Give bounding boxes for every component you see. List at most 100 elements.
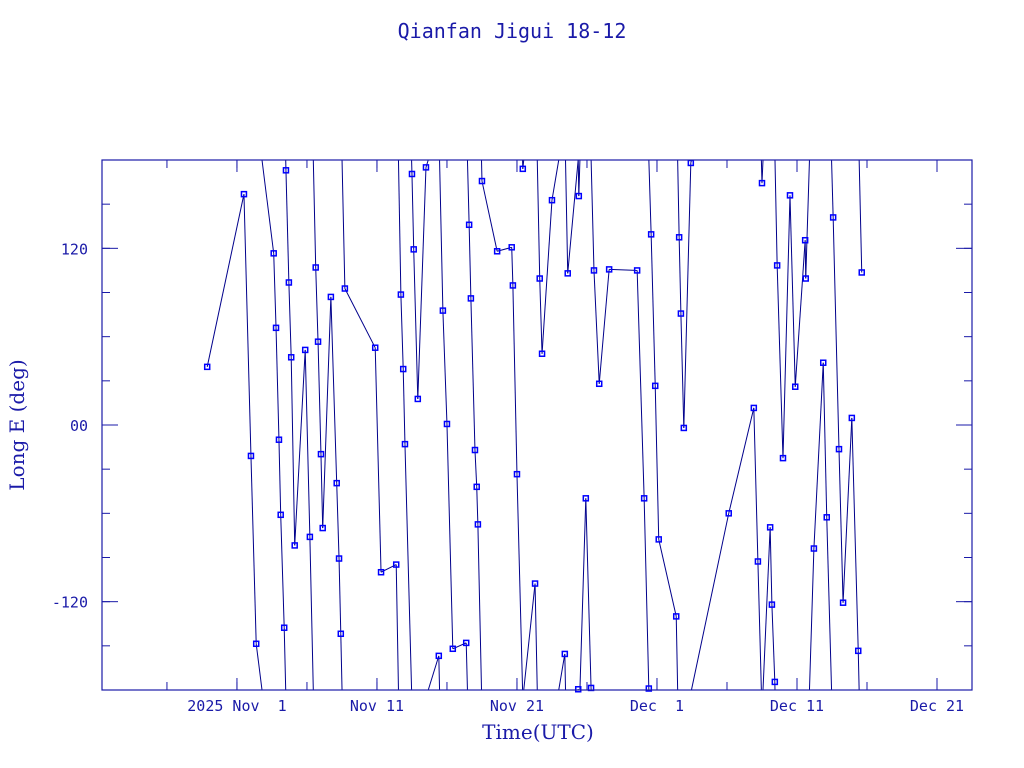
series-segment	[680, 313, 685, 428]
data-point	[371, 344, 379, 351]
data-point	[462, 639, 470, 647]
series-segment	[578, 159, 581, 197]
series-segment	[290, 357, 296, 546]
series-segment	[474, 450, 478, 487]
series-segment	[255, 643, 263, 691]
series-segment	[567, 159, 579, 274]
data-point	[575, 192, 583, 200]
data-point	[341, 285, 349, 292]
data-point	[605, 266, 613, 273]
data-point	[791, 383, 799, 390]
data-point	[333, 479, 340, 487]
series-segment	[831, 159, 834, 218]
data-point	[848, 414, 856, 422]
data-point	[640, 495, 648, 502]
data-point	[508, 244, 515, 251]
series-segment	[813, 362, 824, 549]
data-point	[282, 167, 290, 174]
series-segment	[283, 627, 287, 691]
data-point	[414, 395, 422, 403]
series-segment	[322, 296, 332, 529]
x-tick-label: Dec 21	[910, 697, 964, 715]
series-segment	[476, 486, 479, 525]
series-segment	[728, 407, 755, 514]
data-point	[306, 533, 314, 541]
x-tick-label: Dec 1	[630, 697, 684, 715]
series-segment	[400, 294, 404, 370]
data-point	[819, 359, 827, 366]
series-segment	[273, 253, 277, 328]
data-point	[401, 440, 409, 448]
series-segment	[771, 604, 776, 682]
data-point	[802, 275, 809, 282]
series-segment	[397, 159, 402, 295]
series-segment	[579, 498, 587, 691]
x-tick-label: Nov 21	[490, 697, 544, 715]
series-segment	[677, 159, 680, 238]
data-point	[680, 424, 688, 432]
series-segment	[438, 655, 441, 691]
series-segment	[439, 159, 444, 311]
series-segment	[442, 310, 448, 424]
data-point	[839, 599, 847, 606]
data-point	[291, 542, 298, 549]
series-segment	[789, 195, 796, 387]
data-series	[206, 159, 863, 691]
series-segment	[541, 200, 553, 354]
x-tick-label: Nov 11	[350, 697, 404, 715]
data-point	[327, 293, 335, 301]
data-point	[301, 346, 309, 354]
y-tick-label: 00	[70, 417, 88, 435]
series-segment	[565, 159, 569, 274]
data-point	[829, 214, 837, 221]
series-segment	[523, 583, 536, 691]
series-segment	[522, 159, 525, 169]
data-point	[675, 234, 683, 241]
series-segment	[304, 349, 311, 537]
data-point	[768, 601, 776, 608]
series-segment	[654, 385, 660, 540]
series-segment	[534, 583, 538, 691]
series-segment	[648, 159, 652, 235]
series-segment	[315, 267, 319, 342]
data-point	[335, 555, 343, 562]
data-point	[247, 452, 255, 460]
series-segment	[658, 539, 677, 617]
y-tick-label: 120	[61, 240, 88, 258]
series-segment	[427, 655, 440, 691]
data-point	[408, 170, 416, 178]
series-segment	[536, 159, 541, 279]
data-point	[467, 295, 475, 302]
data-point	[319, 524, 326, 532]
data-point	[582, 495, 590, 502]
data-point	[766, 524, 774, 531]
data-point	[471, 446, 479, 454]
series-segment	[243, 194, 252, 456]
data-point	[786, 192, 794, 199]
series-segment	[404, 444, 413, 691]
y-axis-label: Long E (deg)	[5, 359, 29, 490]
data-point	[317, 450, 325, 458]
series-segment	[782, 195, 791, 459]
series-segment	[330, 296, 338, 484]
series-segment	[857, 650, 860, 691]
series-segment	[794, 240, 806, 387]
series-segment	[761, 159, 764, 184]
series-segment	[402, 369, 406, 445]
data-point	[854, 647, 862, 655]
data-point	[823, 514, 830, 521]
series-segment	[593, 270, 600, 384]
series-segment	[317, 341, 322, 455]
data-point	[399, 365, 407, 373]
series-segment	[598, 269, 610, 384]
series-segment	[446, 423, 454, 649]
data-point	[392, 561, 400, 568]
data-point	[435, 652, 443, 660]
series-segment	[822, 362, 828, 518]
data-point	[633, 267, 641, 274]
data-markers	[203, 159, 865, 693]
data-point	[810, 545, 818, 552]
series-segment	[609, 268, 638, 271]
data-point	[801, 236, 809, 244]
